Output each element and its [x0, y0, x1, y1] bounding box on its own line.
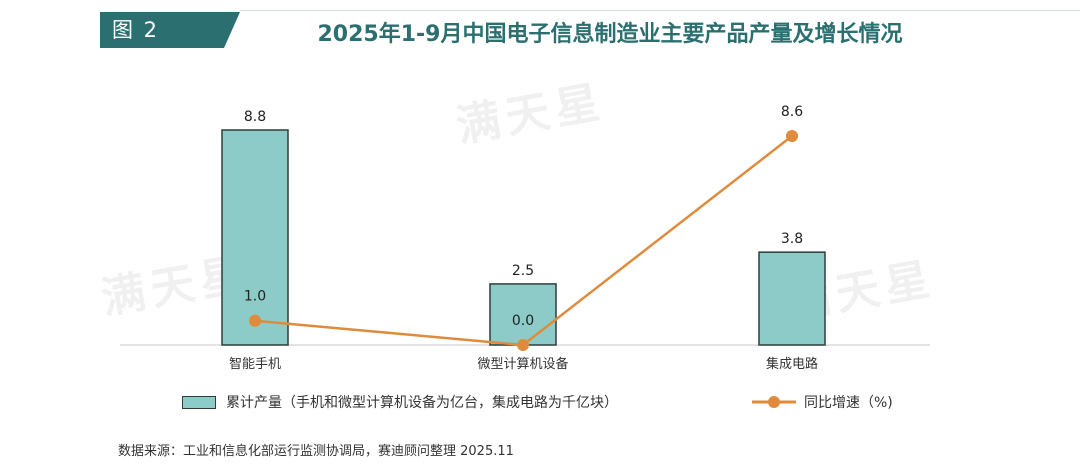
growth-point-1 — [517, 339, 529, 351]
category-label: 智能手机 — [229, 357, 281, 372]
growth-point-2 — [786, 130, 798, 142]
growth-value-label: 8.6 — [781, 104, 803, 120]
figure-label: 图 2 — [112, 18, 160, 42]
growth-value-label: 0.0 — [512, 313, 534, 329]
category-label: 集成电路 — [766, 356, 818, 372]
chart-title: 2025年1-9月中国电子信息制造业主要产品产量及增长情况 — [317, 22, 903, 47]
legend-line-swatch — [752, 396, 796, 408]
legend-line-label: 同比增速（%) — [804, 395, 893, 411]
source-note: 数据来源：工业和信息化部运行监测协调局，赛迪顾问整理 2025.11 — [118, 444, 514, 459]
figure-badge — [100, 12, 240, 48]
bar-value-label: 3.8 — [781, 231, 803, 247]
bar-0 — [221, 129, 289, 346]
bar-value-label: 2.5 — [512, 263, 534, 279]
growth-value-label: 1.0 — [244, 289, 266, 305]
legend-bar-label: 累计产量（手机和微型计算机设备为亿台，集成电路为千亿块） — [226, 395, 618, 411]
bar-value-label: 8.8 — [244, 109, 266, 125]
legend-bar-swatch — [182, 396, 216, 409]
bar-2 — [758, 251, 826, 346]
growth-point-0 — [249, 314, 261, 327]
header-rule — [240, 10, 1080, 11]
category-label: 微型计算机设备 — [477, 356, 568, 372]
